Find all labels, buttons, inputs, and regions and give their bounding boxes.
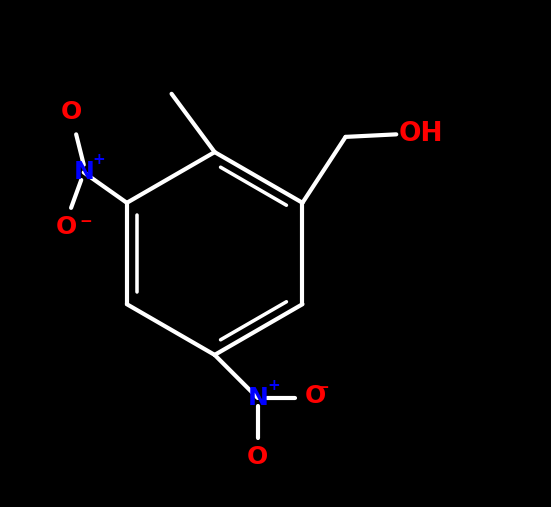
Text: −: − [79,214,91,229]
Text: −: − [316,380,329,395]
Text: N: N [73,160,94,185]
Text: OH: OH [399,121,444,148]
Text: +: + [268,378,280,393]
Text: O: O [247,445,268,469]
Text: O: O [305,384,326,409]
Text: O: O [61,100,82,124]
Text: N: N [247,386,268,410]
Text: O: O [56,215,77,239]
Text: +: + [93,152,105,167]
